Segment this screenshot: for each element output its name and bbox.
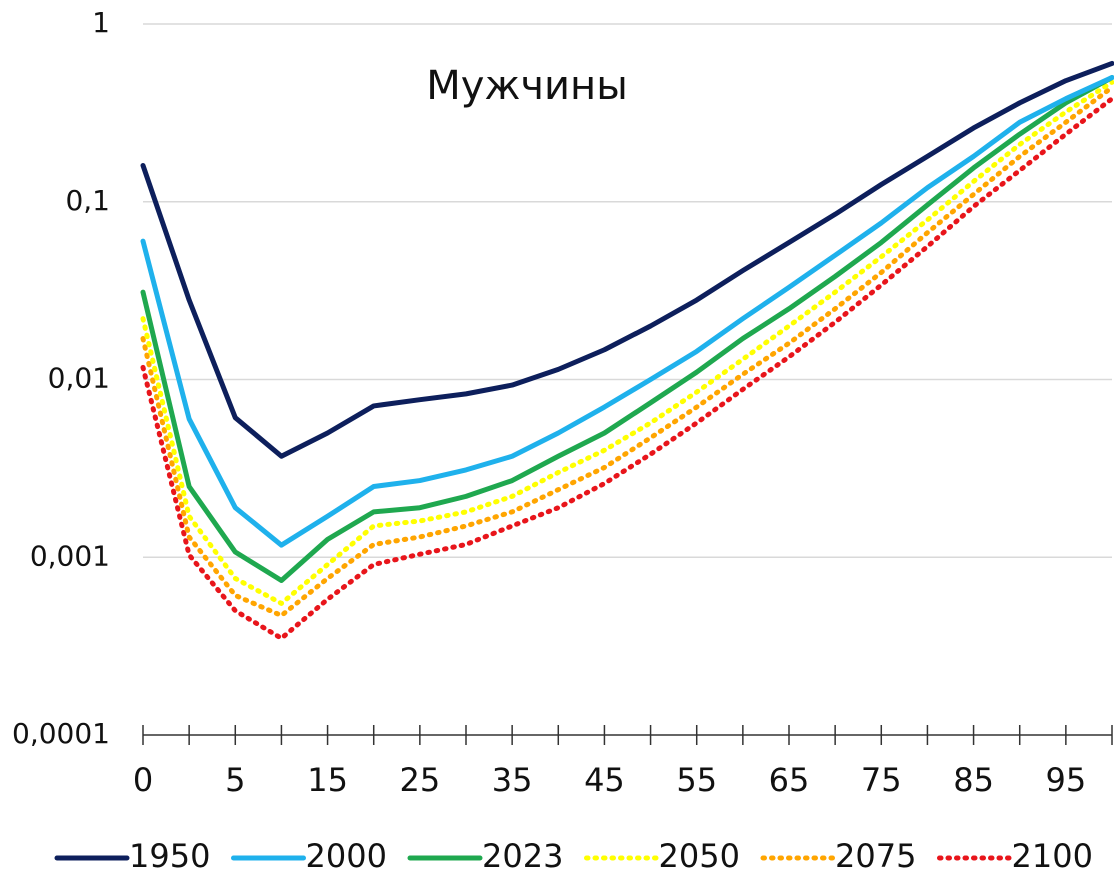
- series-line: [140, 75, 1114, 583]
- legend-label: 2100: [1012, 837, 1093, 875]
- series-line: [140, 60, 1114, 459]
- y-tick-label: 0,001: [30, 539, 110, 572]
- x-tick-label: 15: [307, 761, 348, 799]
- series-line: [140, 79, 1114, 606]
- x-tick-label: 25: [399, 761, 440, 799]
- y-tick-label: 0,1: [65, 184, 110, 217]
- legend-label: 2023: [482, 837, 563, 875]
- legend-label: 2050: [659, 837, 740, 875]
- x-tick-label: 95: [1045, 761, 1086, 799]
- series-line: [140, 84, 1114, 619]
- x-tick-label: 35: [492, 761, 533, 799]
- legend-label: 1950: [129, 837, 210, 875]
- series-line: [140, 96, 1114, 641]
- x-tick-label: 65: [769, 761, 810, 799]
- x-tick-label: 75: [861, 761, 902, 799]
- x-tick-label: 85: [953, 761, 994, 799]
- legend-label: 2075: [835, 837, 916, 875]
- series-line: [140, 75, 1114, 548]
- y-tick-label: 1: [92, 6, 110, 39]
- x-tick-label: 45: [584, 761, 625, 799]
- chart-title: Мужчины: [426, 63, 628, 109]
- y-tick-label: 0,0001: [12, 717, 110, 750]
- x-tick-label: 55: [676, 761, 717, 799]
- y-tick-label: 0,01: [48, 362, 110, 395]
- x-tick-label: 5: [225, 761, 245, 799]
- x-tick-label: 0: [133, 761, 153, 799]
- legend-label: 2000: [306, 837, 387, 875]
